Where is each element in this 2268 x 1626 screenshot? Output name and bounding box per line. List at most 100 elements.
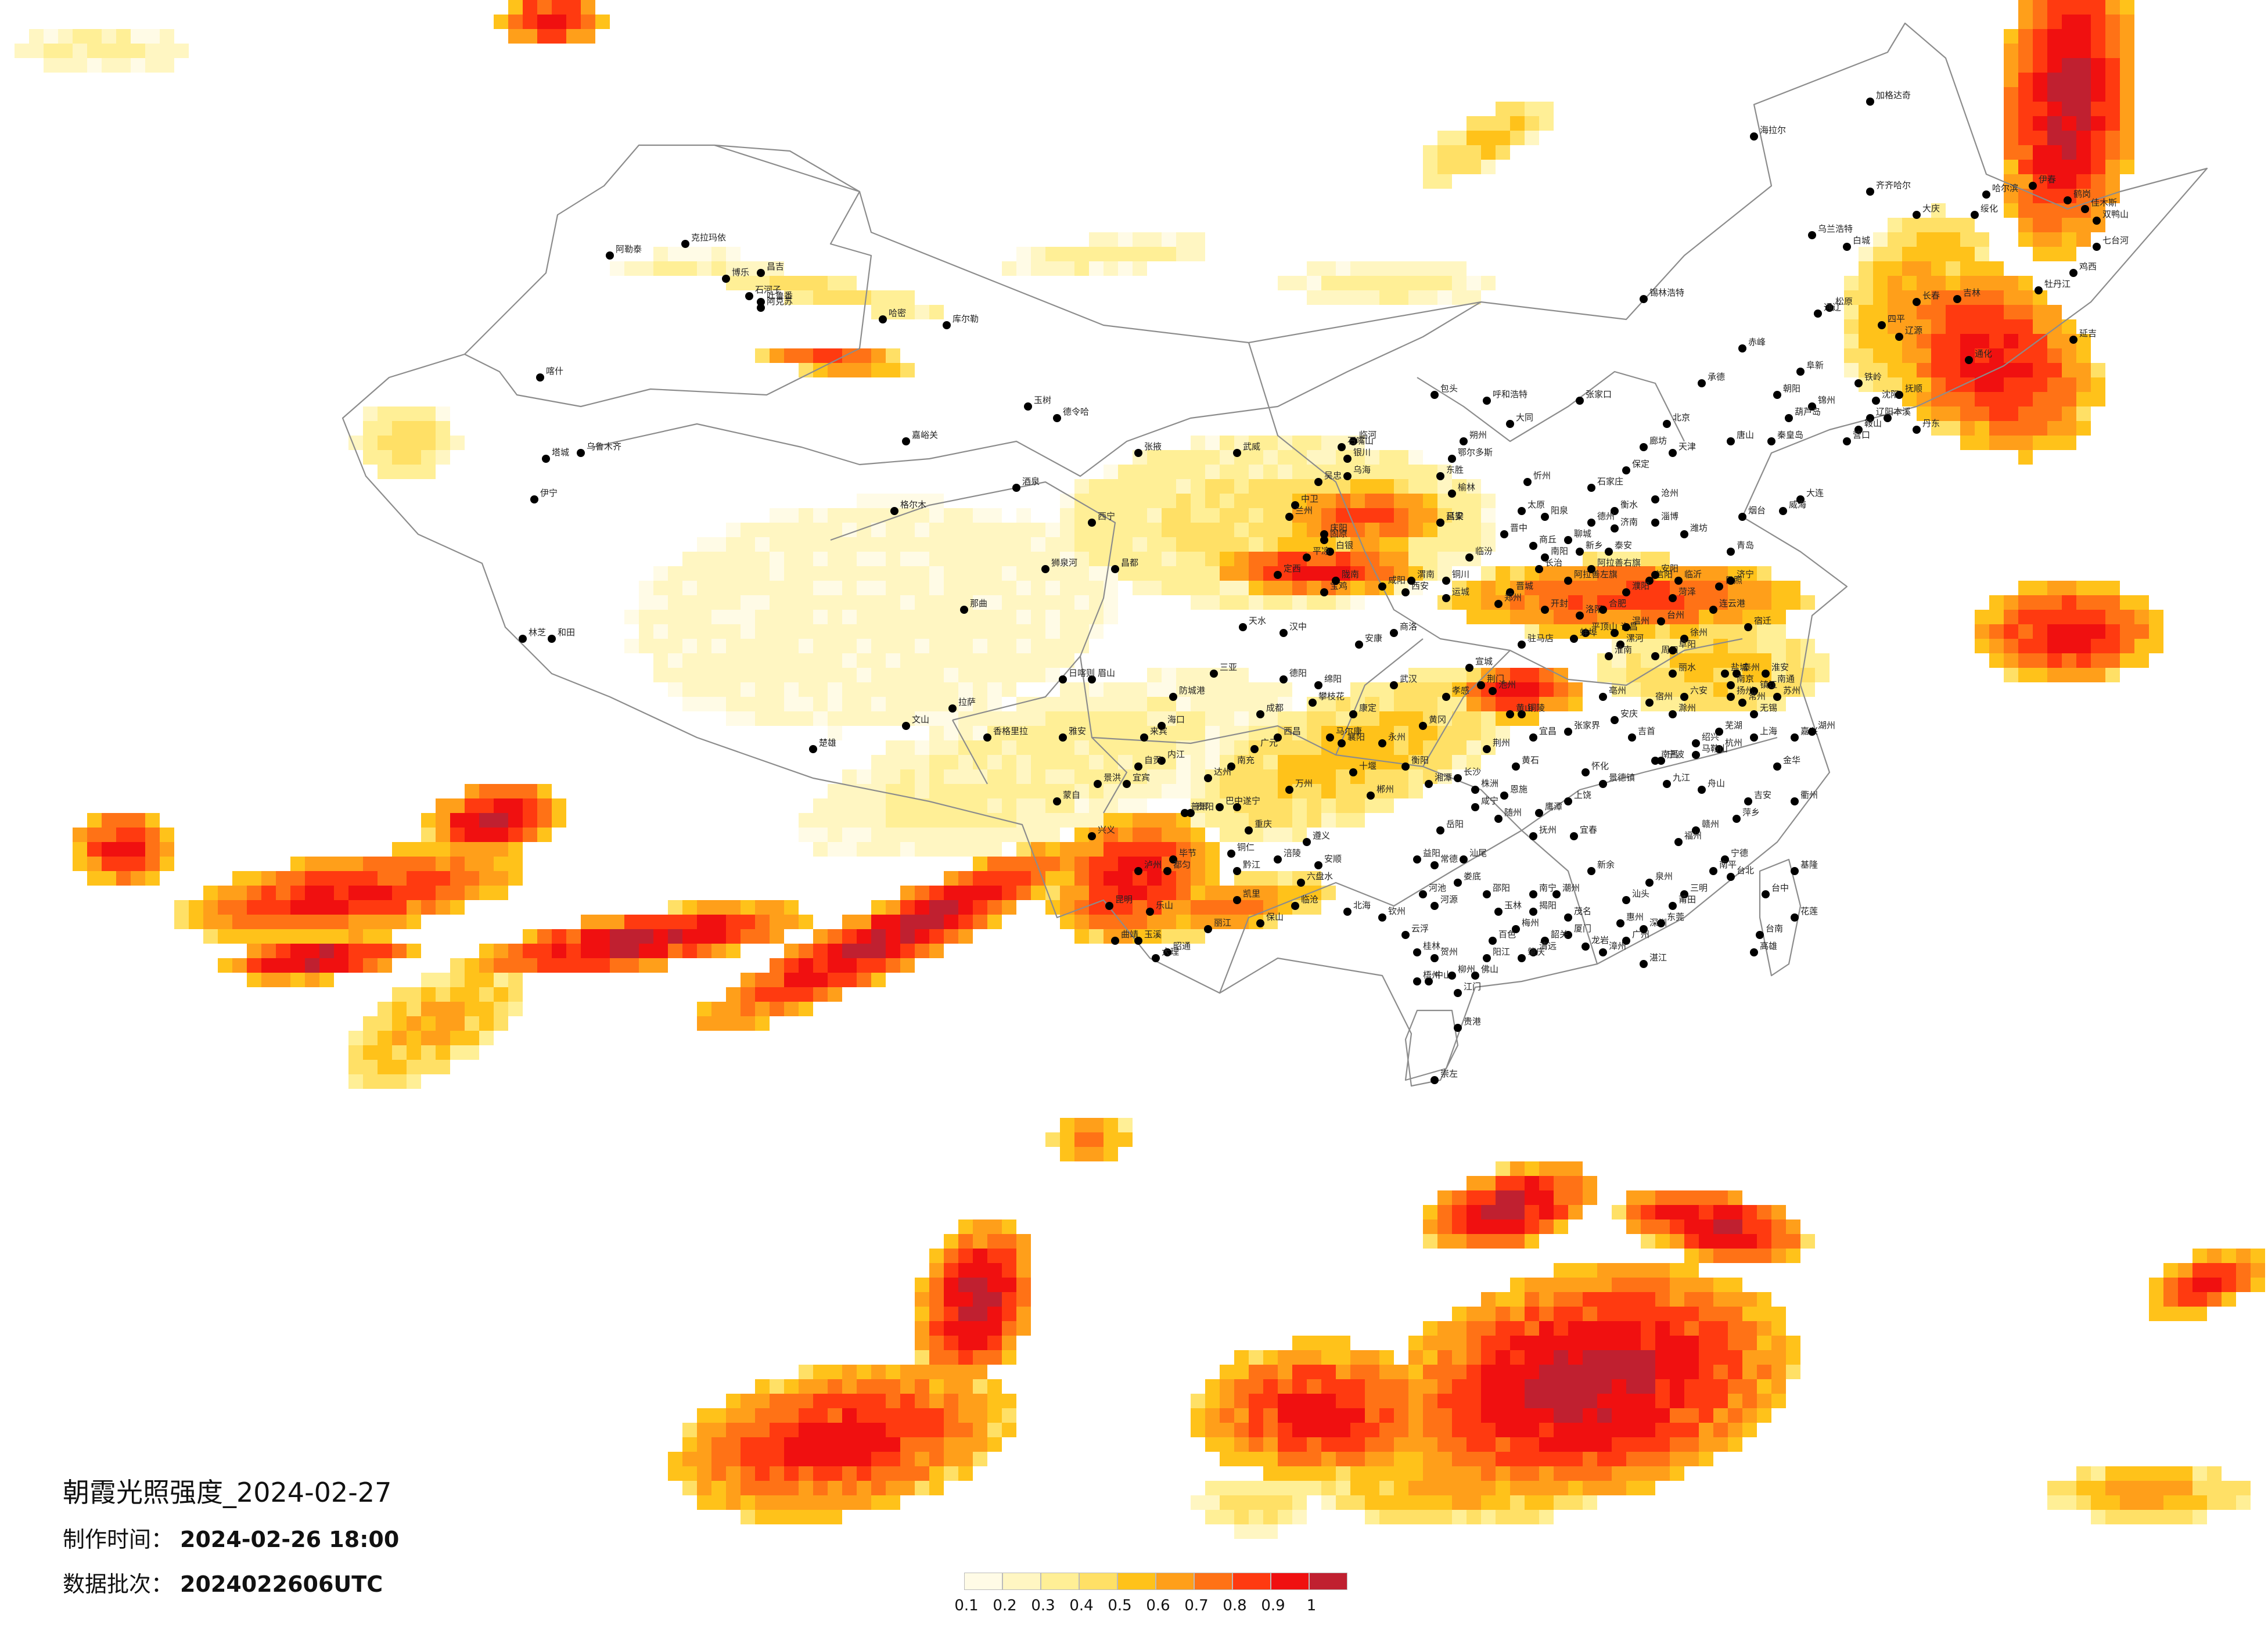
intensity-cell <box>1670 1307 1684 1321</box>
intensity-cell <box>1133 465 1147 479</box>
intensity-cell <box>1307 726 1321 740</box>
intensity-cell <box>1249 1437 1263 1452</box>
intensity-cell <box>1510 116 1525 131</box>
city-label: 铁岭 <box>1864 372 1882 382</box>
intensity-cell <box>871 363 886 377</box>
intensity-cell <box>1365 798 1379 813</box>
intensity-cell <box>1539 581 1554 595</box>
intensity-cell <box>1467 1220 1481 1234</box>
intensity-cell <box>1220 465 1234 479</box>
intensity-cell <box>987 857 1002 871</box>
intensity-cell <box>160 44 174 58</box>
intensity-cell <box>958 1234 973 1249</box>
intensity-cell <box>2120 610 2134 624</box>
intensity-cell <box>1147 566 1162 581</box>
city-dot <box>536 373 544 382</box>
intensity-cell <box>799 682 813 697</box>
intensity-cell <box>2018 276 2033 290</box>
intensity-cell <box>1060 537 1074 552</box>
city-dot <box>1465 664 1473 672</box>
intensity-cell <box>1481 116 1496 131</box>
intensity-cell <box>1626 1321 1641 1336</box>
intensity-cell <box>682 1452 697 1466</box>
intensity-cell <box>871 668 886 682</box>
intensity-cell <box>842 813 857 828</box>
intensity-cell <box>1336 697 1350 711</box>
city-dot <box>1564 577 1572 585</box>
intensity-cell <box>523 929 537 944</box>
intensity-cell <box>2018 160 2033 174</box>
intensity-cell <box>1249 1365 1263 1379</box>
city-marker: 花莲 <box>1791 906 1818 922</box>
city-dot <box>1541 513 1549 521</box>
intensity-cell <box>2091 29 2105 44</box>
city-dot <box>1111 565 1119 573</box>
city-dot <box>1425 977 1433 985</box>
city-marker: 无锡 <box>1750 703 1777 718</box>
intensity-cell <box>1597 1336 1612 1350</box>
city-dot <box>1587 519 1595 527</box>
intensity-cell <box>1307 798 1321 813</box>
intensity-cell <box>595 929 610 944</box>
intensity-cell <box>1205 595 1220 610</box>
intensity-cell <box>2047 218 2062 232</box>
intensity-cell <box>421 900 436 915</box>
city-label: 临沧 <box>1301 894 1318 905</box>
intensity-cell <box>2033 160 2047 174</box>
city-dot <box>1791 867 1799 875</box>
city-marker: 徐州 <box>1680 627 1708 643</box>
city-dot <box>1227 850 1235 858</box>
intensity-cell <box>581 958 595 973</box>
city-label: 镇江 <box>1760 679 1777 690</box>
intensity-cell <box>1394 1510 1408 1524</box>
intensity-cell <box>1089 261 1104 276</box>
intensity-cell <box>1423 740 1437 755</box>
intensity-cell <box>2062 232 2076 247</box>
intensity-cell <box>1437 1234 1452 1249</box>
city-label: 林芝 <box>529 627 546 638</box>
intensity-cell <box>2047 247 2062 261</box>
intensity-cell <box>2120 639 2134 653</box>
intensity-cell <box>973 1336 987 1350</box>
city-marker: 阳泉 <box>1541 505 1568 521</box>
intensity-cell <box>1742 1321 1757 1336</box>
intensity-cell <box>1162 523 1176 537</box>
intensity-cell <box>1307 1423 1321 1437</box>
intensity-cell <box>1902 363 1917 377</box>
intensity-cell <box>1089 886 1104 900</box>
intensity-cell <box>1960 261 1975 276</box>
intensity-cell <box>1249 1524 1263 1539</box>
city-dot <box>1105 902 1113 910</box>
intensity-cell <box>1365 769 1379 784</box>
intensity-cell <box>1147 247 1162 261</box>
intensity-cell <box>944 1336 958 1350</box>
intensity-cell <box>2105 116 2120 131</box>
city-label: 忻州 <box>1533 470 1551 481</box>
intensity-cell <box>2178 1307 2192 1321</box>
intensity-cell <box>1525 624 1539 639</box>
intensity-cell <box>1626 1437 1641 1452</box>
intensity-cell <box>973 668 987 682</box>
intensity-cell <box>624 261 639 276</box>
intensity-cell <box>1568 1176 1583 1190</box>
city-label: 吉安 <box>1754 790 1771 800</box>
intensity-cell <box>973 828 987 842</box>
intensity-cell <box>1118 726 1133 740</box>
intensity-cell <box>1670 1408 1684 1423</box>
intensity-cell <box>1873 290 1888 305</box>
intensity-cell <box>682 944 697 958</box>
city-marker: 临沂 <box>1674 569 1702 585</box>
city-dot <box>1680 635 1688 643</box>
intensity-cell <box>276 886 290 900</box>
intensity-cell <box>726 639 741 653</box>
city-label: 张家界 <box>1574 720 1600 731</box>
intensity-cell <box>987 1292 1002 1307</box>
intensity-cell <box>1539 1394 1554 1408</box>
city-marker: 宜宾 <box>1123 772 1150 788</box>
intensity-cell <box>2033 102 2047 116</box>
intensity-cell <box>1670 653 1684 668</box>
intensity-cell <box>973 1408 987 1423</box>
intensity-cell <box>1162 886 1176 900</box>
city-marker: 香格里拉 <box>983 726 1028 742</box>
intensity-cell <box>1467 595 1481 610</box>
